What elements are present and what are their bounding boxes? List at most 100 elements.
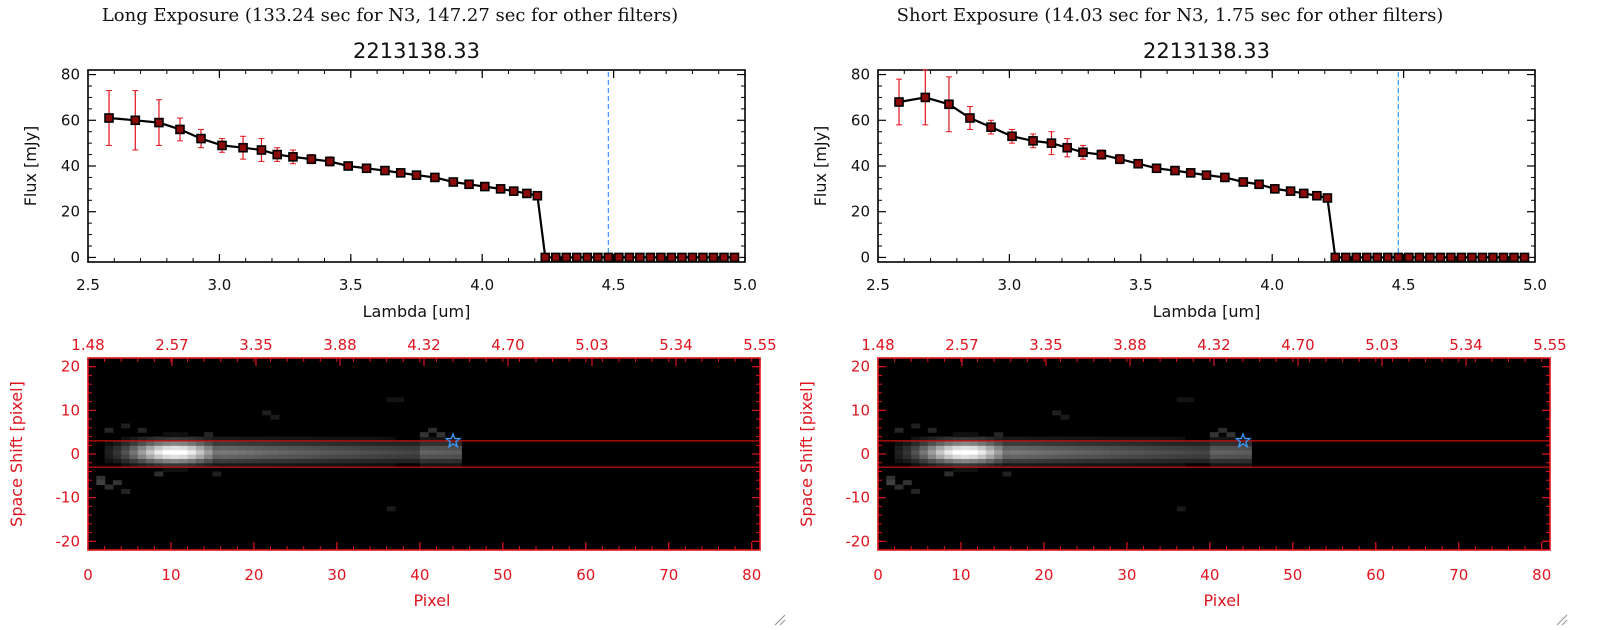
flux-point (1425, 252, 1435, 263)
spectral-trace-pixel (1010, 449, 1020, 455)
spectral-trace-pixel (969, 467, 979, 473)
spectral-trace-pixel (195, 445, 205, 451)
x-tick-label: 20 (1034, 566, 1053, 584)
spectral-trace-pixel (170, 454, 180, 459)
spectral-trace-pixel (1002, 454, 1012, 459)
y-tick-label: 80 (61, 66, 80, 84)
spectral-trace-pixel (1102, 449, 1111, 455)
spectral-trace-pixel (1077, 462, 1087, 468)
spectral-trace-pixel (969, 432, 979, 438)
x-tick-label: 0 (83, 566, 93, 584)
spectral-trace-pixel (1035, 454, 1045, 459)
spectral-trace-pixel (1184, 458, 1194, 464)
flux-point (1435, 252, 1446, 263)
flux-point (1467, 252, 1477, 263)
spectral-trace-pixel (1209, 436, 1219, 442)
spectral-trace-pixel (328, 462, 338, 468)
top-tick-label: 3.88 (323, 336, 356, 354)
spectral-trace-pixel (129, 449, 139, 455)
spectral-trace-pixel (312, 449, 321, 455)
y-tick-label: 20 (61, 203, 80, 221)
resize-grip-icon[interactable] (772, 612, 786, 626)
spectral-trace-pixel (1010, 458, 1020, 464)
image-halo-pixel (262, 410, 272, 416)
spectral-trace-pixel (1243, 445, 1252, 451)
spectral-trace-pixel (1126, 440, 1136, 446)
y-tick-label: 20 (851, 358, 870, 376)
x-tick-label: 80 (742, 566, 761, 584)
flux-point (729, 252, 740, 263)
spectral-trace-pixel (1093, 449, 1103, 455)
spectral-trace-pixel (1126, 454, 1136, 459)
spectral-trace-pixel (911, 449, 921, 455)
spectral-trace-pixel (1102, 436, 1111, 442)
spectral-trace-pixel (1068, 445, 1078, 451)
spectral-trace-pixel (977, 436, 987, 442)
spectral-trace-pixel (220, 458, 230, 464)
x-tick-label: 4.0 (1260, 276, 1284, 294)
spectral-trace-pixel (137, 436, 147, 442)
spectral-trace-pixel (328, 445, 338, 451)
image-halo-pixel (137, 427, 147, 433)
spectral-trace-pixel (944, 458, 954, 464)
resize-grip-icon[interactable] (1554, 612, 1568, 626)
spectral-trace-pixel (312, 462, 321, 468)
y-tick-label: 0 (860, 445, 870, 463)
spectral-trace-pixel (1010, 462, 1020, 468)
spectral-trace-pixel (1160, 445, 1169, 451)
spectral-trace-pixel (154, 454, 164, 459)
spectral-trace-pixel (894, 454, 904, 459)
spectral-trace-pixel (378, 462, 388, 468)
spectral-trace-pixel (146, 462, 155, 468)
spectral-trace-pixel (104, 458, 114, 464)
spectral-trace-pixel (403, 454, 413, 459)
top-tick-label: 5.34 (659, 336, 692, 354)
spectral-trace-pixel (1218, 445, 1228, 451)
spectral-trace-pixel (112, 449, 122, 455)
spectral-trace-pixel (1035, 449, 1045, 455)
spectral-trace-pixel (220, 445, 230, 451)
spectral-trace-pixel (977, 454, 987, 459)
spectral-trace-pixel (911, 440, 921, 446)
top-tick-label: 4.32 (407, 336, 440, 354)
spectral-trace-pixel (1077, 454, 1087, 459)
spectral-trace-pixel (428, 454, 438, 459)
flux-point (522, 188, 532, 199)
spectral-trace-pixel (303, 449, 313, 455)
spectral-trace-pixel (345, 445, 355, 451)
spectral-trace-pixel (1085, 462, 1095, 468)
spectral-trace-pixel (287, 440, 297, 446)
x-tick-label: 3.5 (1129, 276, 1153, 294)
spectral-trace-pixel (1234, 445, 1244, 451)
flux-point (1298, 188, 1309, 199)
spectral-trace-pixel (146, 436, 155, 442)
spectral-trace-pixel (336, 445, 346, 451)
spectral-trace-pixel (353, 454, 363, 459)
top-tick-label: 5.55 (743, 336, 776, 354)
spectral-trace-pixel (952, 436, 962, 442)
source-star-icon (1234, 432, 1252, 449)
spectral-trace-pixel (121, 449, 131, 455)
x-tick-label: 5.0 (1523, 276, 1547, 294)
image-halo-pixel (204, 432, 214, 438)
spectral-trace-pixel (1027, 454, 1037, 459)
spectral-trace-pixel (121, 462, 131, 468)
spectral-trace-pixel (911, 462, 921, 468)
spectral-trace-pixel (303, 440, 313, 446)
spectral-trace-pixel (146, 445, 155, 451)
spectral-trace-pixel (1143, 445, 1153, 451)
spectral-trace-pixel (1093, 440, 1103, 446)
spectral-trace-pixel (1184, 440, 1194, 446)
spectral-trace-pixel (1010, 445, 1020, 451)
spectral-trace-pixel (1193, 458, 1203, 464)
top-tick-label: 5.55 (1533, 336, 1566, 354)
spectral-trace-pixel (370, 462, 379, 468)
image-halo-pixel (270, 414, 280, 420)
spectral-trace-pixel (911, 458, 921, 464)
flux-point (1114, 154, 1125, 164)
spectral-trace-pixel (952, 454, 962, 459)
flux-point (1322, 193, 1333, 203)
flux-point (603, 252, 614, 263)
spectral-trace-pixel (1102, 440, 1111, 446)
spectral-trace-pixel (370, 445, 379, 451)
